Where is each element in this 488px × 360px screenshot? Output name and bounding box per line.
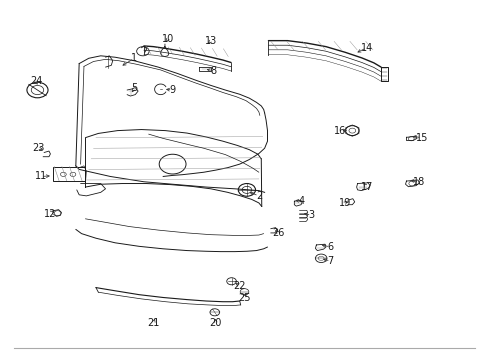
- Text: 8: 8: [210, 66, 216, 76]
- Text: 17: 17: [360, 182, 372, 192]
- Text: 15: 15: [415, 133, 427, 143]
- Text: 18: 18: [412, 177, 425, 187]
- Text: 1: 1: [131, 53, 137, 63]
- Text: 9: 9: [169, 85, 175, 95]
- Text: 4: 4: [298, 196, 305, 206]
- Text: 6: 6: [327, 242, 333, 252]
- Text: 7: 7: [327, 256, 333, 266]
- Text: 22: 22: [233, 281, 245, 291]
- Text: 2: 2: [255, 191, 262, 201]
- Text: 21: 21: [147, 318, 159, 328]
- Bar: [53, 167, 85, 181]
- Text: 12: 12: [44, 208, 57, 219]
- Text: 10: 10: [162, 34, 174, 44]
- Text: 26: 26: [271, 228, 284, 238]
- Text: 24: 24: [30, 76, 42, 86]
- Text: 23: 23: [32, 143, 44, 153]
- Text: 25: 25: [238, 293, 250, 303]
- Text: 3: 3: [308, 210, 314, 220]
- Text: 14: 14: [360, 43, 372, 53]
- Text: 5: 5: [131, 83, 137, 93]
- Text: 11: 11: [35, 171, 47, 181]
- Text: 19: 19: [338, 198, 350, 208]
- Text: 16: 16: [333, 126, 346, 136]
- Text: 20: 20: [209, 318, 222, 328]
- Text: 13: 13: [204, 36, 217, 46]
